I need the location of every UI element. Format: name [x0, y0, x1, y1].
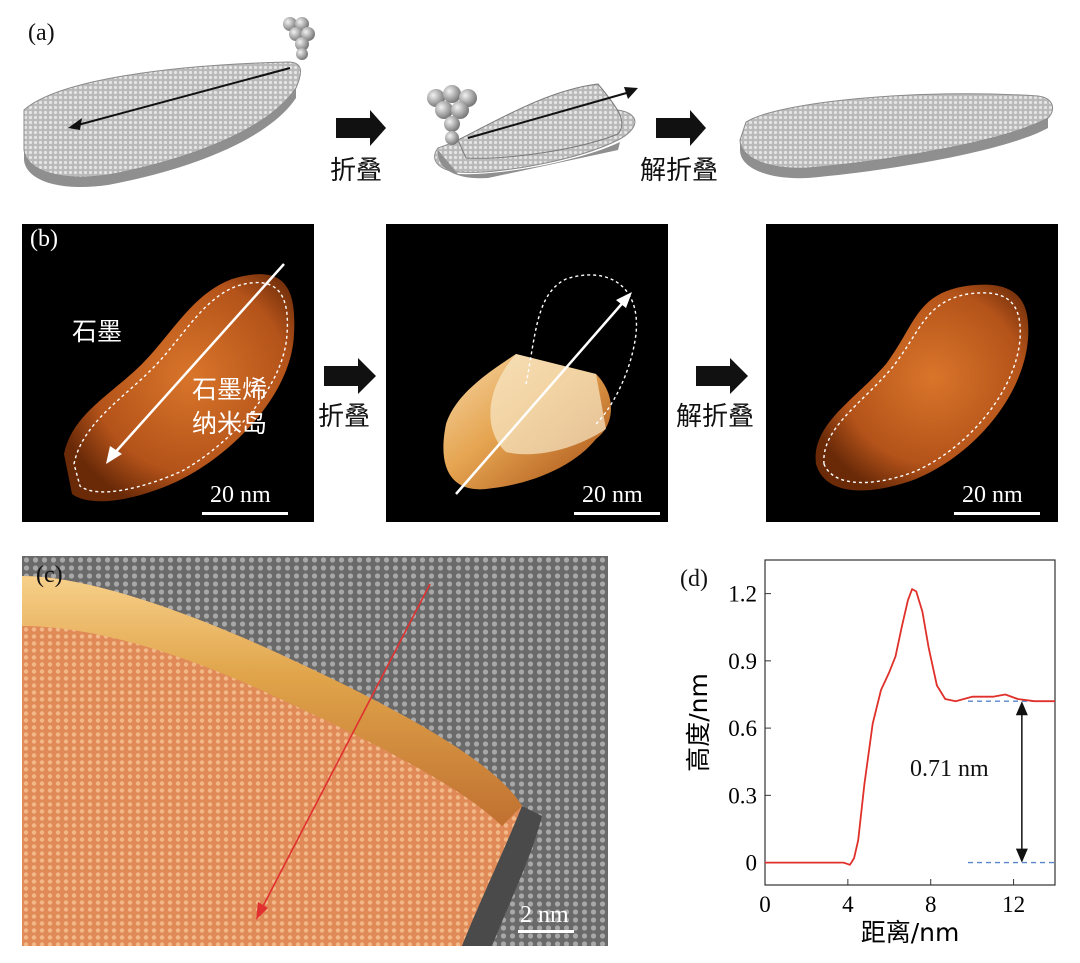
graphite-label: 石墨 — [72, 317, 123, 346]
move-arrow-2 — [467, 91, 631, 139]
y-tick-label: 0 — [746, 851, 758, 876]
x-axis-label: 距离/nm — [861, 918, 960, 947]
x-tick-label: 4 — [842, 892, 854, 917]
tip-cluster-1 — [283, 17, 315, 60]
graphene-sheet-flat — [23, 61, 301, 188]
stm-image-original: 石墨 石墨烯 纳米岛 20 nm — [22, 224, 314, 522]
height-arrow-head-top — [1015, 701, 1028, 716]
fold-label-b: 折叠 — [318, 402, 371, 432]
panel-d-label: (d) — [680, 566, 708, 592]
scale-label-b3: 20 nm — [962, 482, 1023, 508]
stm-image-folded: 20 nm — [386, 224, 668, 522]
y-tick-label: 1.2 — [728, 582, 757, 607]
plot-frame — [764, 559, 1056, 886]
stm-image-atomic: (c) 2 nm — [22, 556, 608, 946]
fold-label-a: 折叠 — [330, 156, 383, 186]
y-tick-label: 0.9 — [728, 649, 757, 674]
scale-label-b1: 20 nm — [210, 482, 271, 508]
arrow-unfold-a — [656, 110, 706, 146]
scale-bar-c — [518, 930, 574, 933]
panel-a-figure — [23, 17, 1054, 188]
arrow-fold-b — [324, 358, 376, 394]
y-tick-label: 0.6 — [728, 716, 757, 741]
x-tick-label: 0 — [759, 892, 771, 917]
x-tick-label: 8 — [925, 892, 937, 917]
panel-a-label: (a) — [28, 20, 55, 46]
move-arrow-1 — [73, 67, 291, 127]
height-profile-chart: 0 4 8 12 0 0.3 0.6 0.9 1.2 距离/nm 高度/nm — [684, 559, 1056, 947]
arrow-fold-a — [336, 110, 386, 146]
panel-b-label: (b) — [30, 226, 58, 252]
graphene-sheet-unfolded — [739, 93, 1054, 179]
x-tick-label: 12 — [1002, 892, 1025, 917]
unfold-label-b: 解折叠 — [676, 402, 755, 432]
scale-bar-b2 — [574, 512, 660, 515]
y-tick-label: 0.3 — [728, 783, 757, 808]
island-label-2: 纳米岛 — [192, 409, 268, 438]
scale-bar-b3 — [954, 512, 1040, 515]
scale-bar-b1 — [202, 512, 288, 515]
stm-image-unfolded: 20 nm — [766, 224, 1058, 522]
height-profile-line — [765, 588, 1055, 866]
height-arrow-head-bottom — [1015, 848, 1028, 863]
y-axis-label: 高度/nm — [684, 673, 713, 772]
step-height-annotation: 0.71 nm — [910, 756, 989, 782]
scale-label-b2: 20 nm — [582, 482, 643, 508]
arrow-unfold-b — [696, 358, 748, 394]
unfold-label-a: 解折叠 — [640, 156, 719, 186]
tip-cluster-2 — [427, 85, 477, 145]
graphene-sheet-folded — [434, 83, 636, 179]
panel-c-label: (c) — [36, 562, 63, 588]
scale-label-c: 2 nm — [520, 902, 569, 928]
island-label-1: 石墨烯 — [192, 375, 268, 404]
